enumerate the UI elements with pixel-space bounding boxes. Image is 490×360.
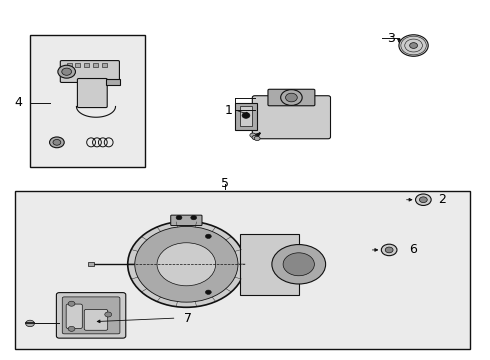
Circle shape [68,301,75,306]
FancyBboxPatch shape [56,293,126,338]
Circle shape [385,247,393,253]
Bar [88,262,94,266]
Circle shape [176,216,182,220]
Bar [84,63,89,67]
Bar [240,234,299,295]
FancyBboxPatch shape [62,297,120,334]
Circle shape [128,221,245,307]
Text: 7: 7 [184,311,192,325]
Text: 5: 5 [221,177,229,190]
Circle shape [254,136,260,141]
Circle shape [105,312,112,317]
Circle shape [250,133,256,138]
Circle shape [242,113,250,118]
Circle shape [135,226,238,302]
Bar [93,63,98,67]
Circle shape [281,90,302,105]
Circle shape [283,253,315,276]
Circle shape [416,194,431,206]
Circle shape [419,197,427,203]
Circle shape [62,68,72,75]
Text: 3: 3 [387,32,394,45]
Bar [15,191,470,348]
Circle shape [381,244,397,256]
FancyBboxPatch shape [66,304,82,328]
Circle shape [25,320,34,327]
Circle shape [58,65,75,78]
Circle shape [399,35,428,56]
Bar [102,63,107,67]
Circle shape [252,135,258,140]
FancyBboxPatch shape [60,60,120,82]
Bar [240,107,252,126]
FancyBboxPatch shape [171,215,202,226]
Circle shape [410,42,417,48]
FancyBboxPatch shape [77,78,107,108]
Circle shape [53,139,61,145]
Bar [106,78,121,85]
Text: 1: 1 [225,104,233,117]
Bar [30,35,145,167]
Circle shape [272,244,326,284]
FancyBboxPatch shape [84,310,108,330]
Bar [235,103,257,130]
Text: 6: 6 [409,243,416,256]
Text: 4: 4 [15,96,23,109]
Circle shape [157,243,216,286]
Circle shape [191,216,196,220]
Bar [75,63,80,67]
Circle shape [205,290,211,294]
Circle shape [68,326,75,331]
FancyBboxPatch shape [252,96,331,139]
Circle shape [286,93,297,102]
Circle shape [205,234,211,238]
FancyBboxPatch shape [268,89,315,106]
Text: 2: 2 [438,193,446,206]
Circle shape [49,137,64,148]
Bar [67,63,72,67]
